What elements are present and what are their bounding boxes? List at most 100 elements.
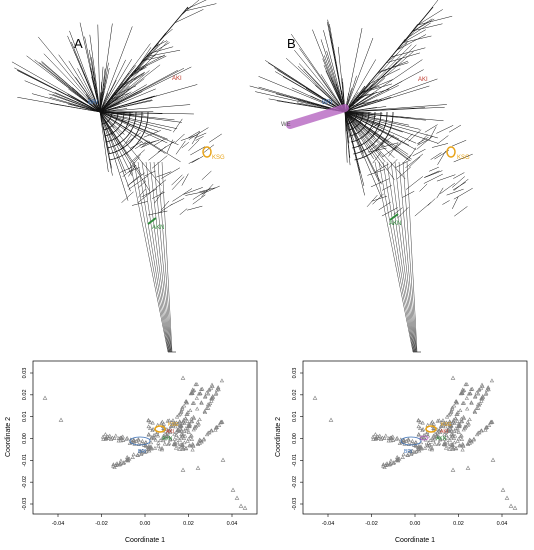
mds-point [444, 414, 450, 419]
label-akn-b: AKN [389, 221, 401, 227]
mds-point [431, 421, 436, 426]
tree-branch [375, 144, 384, 153]
mds-point [486, 423, 492, 427]
mds-point [178, 435, 184, 440]
mds-point [452, 440, 457, 445]
mds-point [416, 432, 421, 437]
mds-point [394, 436, 399, 441]
tree-branch [174, 9, 204, 24]
mds-point [181, 436, 187, 440]
tree-branch [401, 23, 418, 44]
mds-point [380, 435, 385, 440]
mds-point [139, 440, 144, 445]
mds-point [151, 432, 157, 437]
tree-branch [175, 140, 186, 155]
tree-arc [350, 111, 376, 143]
tree-branch [378, 201, 391, 211]
tree-branch [249, 85, 346, 113]
tree-branch [139, 140, 160, 146]
label-aki-a: AKI [172, 76, 182, 82]
mds-point [457, 443, 462, 448]
tree-branch [153, 138, 166, 146]
tree-branch [371, 195, 388, 202]
tree-branch [131, 201, 148, 206]
mds-point [460, 447, 465, 452]
mds-point [429, 447, 435, 452]
tree-branch [452, 182, 466, 191]
tree-branch [99, 76, 107, 113]
tree-branch [121, 191, 134, 203]
tree-branch [437, 150, 446, 165]
mds-point [158, 438, 163, 442]
y-tick-label: 0.01 [22, 411, 28, 422]
mds-point [206, 387, 211, 392]
tree-branch [147, 210, 168, 216]
mds-point [479, 398, 484, 403]
mds-point [409, 452, 414, 456]
mds-plot-1-x-ticks: -0.04 -0.02 0.00 0.02 0.04 [52, 514, 237, 527]
mds-point [504, 495, 510, 500]
mds-point [447, 447, 452, 451]
mds-point [165, 434, 170, 438]
tree-branch [99, 111, 132, 167]
x-tick-label: -0.04 [322, 521, 335, 527]
tree-b-lines [249, 0, 473, 353]
tree-branch [157, 141, 175, 153]
tree-branch [141, 161, 170, 353]
mds-point [183, 426, 189, 430]
mds-point [489, 378, 495, 383]
mds-point [446, 427, 451, 432]
mds-point [450, 433, 455, 438]
mds-point [377, 433, 382, 438]
tree-branch [382, 161, 415, 353]
mds-point [440, 423, 446, 428]
mds-point [391, 460, 397, 464]
mds-point [420, 420, 425, 425]
mds-point [442, 431, 447, 436]
tree-branch [377, 138, 386, 147]
tree-branch [188, 139, 200, 151]
tree-branch [374, 161, 414, 353]
mds-point [218, 419, 224, 424]
mds-point [136, 437, 141, 442]
tree-branch [344, 111, 383, 168]
tree-branch [344, 111, 395, 180]
mds-point [152, 445, 158, 450]
mds-point [468, 387, 474, 391]
tree-branch [158, 203, 173, 214]
mds-point [146, 432, 151, 437]
mds-point [442, 421, 447, 425]
mds-point [210, 393, 215, 398]
tree-branch [201, 185, 220, 195]
tree-branch [337, 46, 346, 113]
tree-branch [99, 80, 117, 113]
mds-point [161, 438, 166, 443]
tree-branch [143, 130, 161, 138]
tree-branch [386, 161, 415, 353]
tree-branch [183, 187, 203, 195]
x-tick-label: 0.02 [183, 521, 194, 527]
mds-point [449, 428, 454, 433]
tree-branch [344, 85, 430, 113]
tree-branch [52, 94, 101, 113]
x-tick-label: 0.00 [140, 521, 151, 527]
mds-point [459, 391, 464, 396]
tree-arc [102, 111, 113, 125]
tree-branch [146, 49, 181, 57]
tree-branch [172, 118, 183, 133]
mds-point [469, 439, 474, 444]
tree-branch [99, 59, 132, 113]
tree-branch [378, 62, 409, 72]
tree-branch [58, 54, 101, 113]
tree-branch [99, 23, 113, 113]
tree-branch [99, 111, 166, 154]
mds-point [162, 441, 167, 446]
mds-point [209, 428, 214, 433]
mds-point [127, 441, 132, 445]
mds-point [476, 387, 481, 392]
mds-point [410, 448, 415, 453]
mds-point [184, 428, 189, 433]
tree-arc [352, 111, 382, 149]
mds-point [432, 436, 437, 441]
mds-point [471, 436, 477, 441]
